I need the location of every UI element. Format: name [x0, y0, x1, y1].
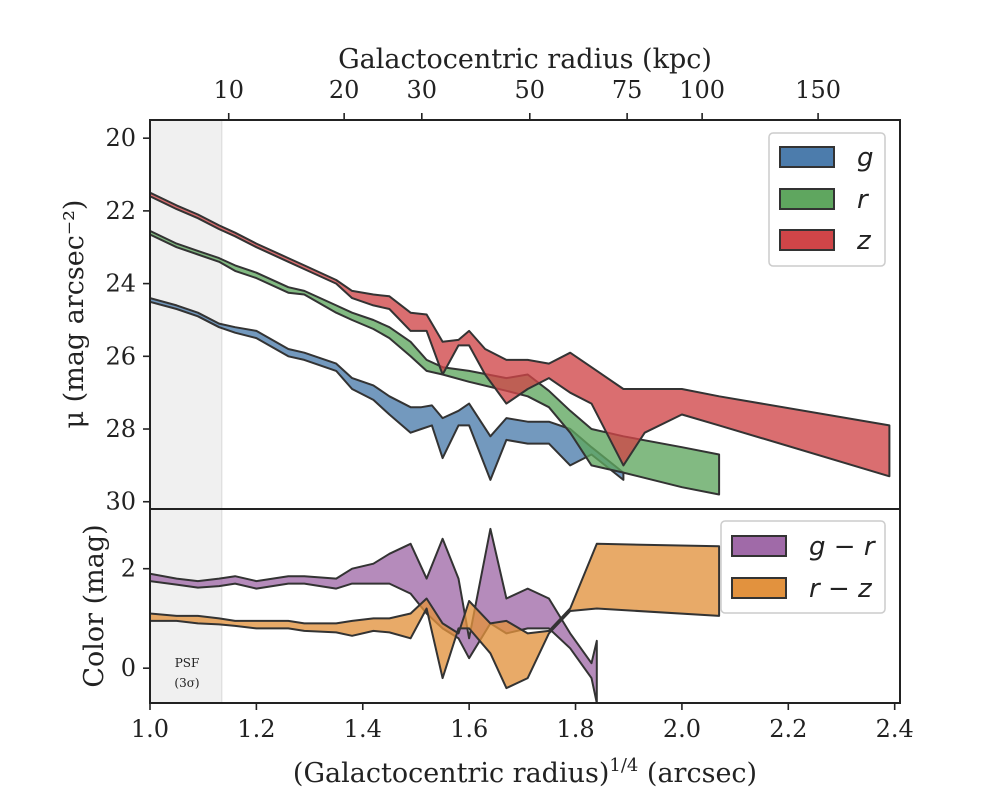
legend-label-g: g	[857, 143, 874, 173]
top-x-tick-label: 30	[407, 76, 438, 104]
band-rz	[150, 542, 721, 690]
x-axis-title-sup: 1/4	[609, 755, 638, 776]
top-x-tick-label: 100	[679, 76, 725, 104]
y-tick-label: 0	[121, 654, 136, 682]
top-x-tick-label: 150	[795, 76, 841, 104]
y-tick-label: 20	[105, 124, 136, 152]
legend-swatch-r-z	[731, 577, 787, 599]
y-tick-label: 26	[105, 342, 136, 370]
color-legend: g − r r − z	[720, 520, 886, 614]
top-axis-title: Galactocentric radius (kpc)	[338, 44, 712, 75]
top-x-tick-label: 50	[515, 76, 546, 104]
band-g	[150, 297, 625, 481]
x-axis-title: (Galactocentric radius)1/4 (arcsec)	[293, 755, 757, 789]
legend-label-r: r	[857, 185, 870, 215]
color-axes-frame	[149, 508, 901, 704]
x-axis-title-main: (Galactocentric radius)	[293, 758, 609, 789]
x-tick-label: 2.2	[769, 715, 807, 743]
legend-label-g-r: g − r	[809, 532, 877, 562]
surface-brightness-y-title: μ (mag arcsec⁻²)	[59, 200, 90, 429]
x-tick-label: 1.8	[556, 715, 594, 743]
x-axis-title-suffix: (arcsec)	[638, 758, 757, 789]
y-tick-label: 2	[121, 555, 136, 583]
color-y-title: Color (mag)	[79, 524, 110, 687]
top-x-tick-label: 75	[612, 76, 643, 104]
surface-brightness-bands	[150, 191, 891, 496]
x-tick-label: 1.4	[344, 715, 382, 743]
legend-label-r-z: r − z	[809, 574, 873, 604]
y-tick-label: 30	[105, 488, 136, 516]
psf-region-bottom	[150, 509, 222, 703]
band-gr	[150, 527, 598, 703]
top-x-tick-label: 10	[213, 76, 244, 104]
legend-swatch-z	[779, 229, 835, 251]
legend-label-z: z	[856, 226, 872, 256]
x-tick-label: 2.4	[876, 715, 914, 743]
y-tick-label: 28	[105, 415, 136, 443]
x-tick-label: 2.0	[663, 715, 701, 743]
y-tick-label: 22	[105, 197, 136, 225]
psf-label: PSF	[175, 656, 200, 670]
surface-brightness-legend: g r z	[768, 132, 886, 267]
x-tick-label: 1.6	[450, 715, 488, 743]
top-x-tick-label: 20	[329, 76, 360, 104]
axis-ticks: 1.0 1.2 1.4 1.6 1.8 2.0 2.2 2.410 20 30 50 75 100 150…	[105, 76, 913, 743]
band-r	[150, 229, 721, 496]
y-tick-label: 24	[105, 270, 136, 298]
psf-label-sigma: (3σ)	[174, 676, 199, 690]
x-tick-label: 1.2	[237, 715, 275, 743]
color-bands	[150, 527, 721, 703]
legend-swatch-g	[779, 146, 835, 168]
band-z	[150, 191, 891, 478]
x-tick-label: 1.0	[131, 715, 169, 743]
psf-region-top	[150, 120, 222, 509]
legend-swatch-r	[779, 188, 835, 210]
legend-swatch-g-r	[731, 535, 787, 557]
